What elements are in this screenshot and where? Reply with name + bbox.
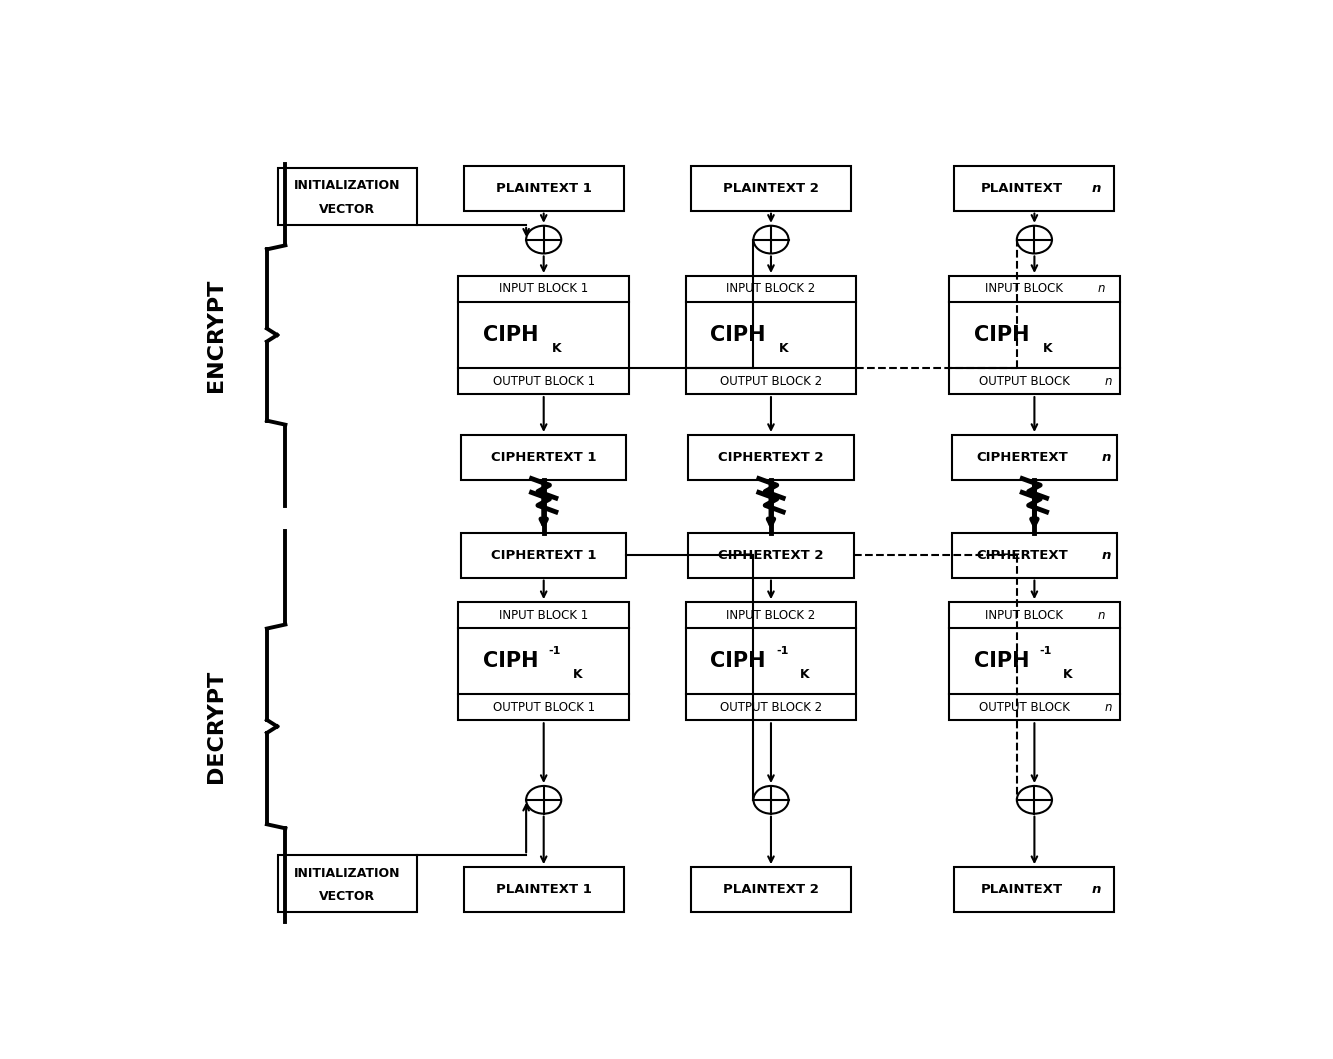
Text: CIPHERTEXT 1: CIPHERTEXT 1 bbox=[491, 451, 596, 464]
Text: CIPH: CIPH bbox=[483, 325, 539, 345]
Bar bbox=[690, 166, 850, 211]
Bar bbox=[685, 276, 856, 394]
Bar bbox=[949, 276, 1120, 394]
Bar bbox=[277, 167, 417, 225]
Text: CIPHERTEXT 2: CIPHERTEXT 2 bbox=[718, 451, 824, 464]
Text: CIPHERTEXT 1: CIPHERTEXT 1 bbox=[491, 549, 596, 561]
Text: n: n bbox=[1092, 883, 1101, 896]
Bar bbox=[954, 166, 1114, 211]
Text: OUTPUT BLOCK: OUTPUT BLOCK bbox=[978, 375, 1069, 388]
Text: ENCRYPT: ENCRYPT bbox=[207, 279, 227, 392]
Text: INPUT BLOCK 2: INPUT BLOCK 2 bbox=[726, 283, 816, 295]
Text: CIPH: CIPH bbox=[710, 325, 765, 345]
Text: n: n bbox=[1102, 549, 1112, 561]
Text: OUTPUT BLOCK 2: OUTPUT BLOCK 2 bbox=[720, 701, 822, 714]
Bar bbox=[461, 435, 627, 480]
Text: CIPH: CIPH bbox=[973, 325, 1029, 345]
Bar bbox=[952, 435, 1117, 480]
Text: -1: -1 bbox=[776, 646, 789, 657]
Text: CIPHERTEXT 2: CIPHERTEXT 2 bbox=[718, 549, 824, 561]
Bar bbox=[688, 435, 853, 480]
Text: PLAINTEXT 1: PLAINTEXT 1 bbox=[496, 883, 592, 896]
Text: CIPHERTEXT: CIPHERTEXT bbox=[976, 451, 1068, 464]
Bar bbox=[464, 166, 624, 211]
Text: PLAINTEXT: PLAINTEXT bbox=[981, 883, 1064, 896]
Bar bbox=[459, 603, 629, 720]
Text: VECTOR: VECTOR bbox=[320, 891, 376, 903]
Text: PLAINTEXT: PLAINTEXT bbox=[981, 182, 1064, 195]
Text: n: n bbox=[1105, 375, 1113, 388]
Text: n: n bbox=[1105, 701, 1113, 714]
Text: n: n bbox=[1092, 182, 1101, 195]
Text: K: K bbox=[552, 342, 561, 355]
Text: n: n bbox=[1102, 451, 1112, 464]
Text: INPUT BLOCK 1: INPUT BLOCK 1 bbox=[499, 283, 588, 295]
Bar bbox=[949, 603, 1120, 720]
Text: OUTPUT BLOCK: OUTPUT BLOCK bbox=[978, 701, 1069, 714]
Text: PLAINTEXT 2: PLAINTEXT 2 bbox=[722, 182, 818, 195]
Bar bbox=[277, 856, 417, 913]
Bar bbox=[954, 867, 1114, 912]
Text: OUTPUT BLOCK 2: OUTPUT BLOCK 2 bbox=[720, 375, 822, 388]
Text: CIPH: CIPH bbox=[483, 651, 539, 671]
Text: CIPHERTEXT: CIPHERTEXT bbox=[976, 549, 1068, 561]
Text: -1: -1 bbox=[549, 646, 561, 657]
Text: n: n bbox=[1098, 609, 1105, 622]
Text: INPUT BLOCK: INPUT BLOCK bbox=[985, 609, 1064, 622]
Text: CIPH: CIPH bbox=[973, 651, 1029, 671]
Text: OUTPUT BLOCK 1: OUTPUT BLOCK 1 bbox=[493, 701, 595, 714]
Text: n: n bbox=[1098, 283, 1105, 295]
Bar bbox=[952, 533, 1117, 577]
Text: INPUT BLOCK 1: INPUT BLOCK 1 bbox=[499, 609, 588, 622]
Text: INITIALIZATION: INITIALIZATION bbox=[295, 179, 401, 193]
Text: K: K bbox=[800, 668, 809, 681]
Bar bbox=[459, 276, 629, 394]
Text: PLAINTEXT 2: PLAINTEXT 2 bbox=[722, 883, 818, 896]
Bar bbox=[688, 533, 853, 577]
Text: PLAINTEXT 1: PLAINTEXT 1 bbox=[496, 182, 592, 195]
Text: INITIALIZATION: INITIALIZATION bbox=[295, 866, 401, 880]
Text: OUTPUT BLOCK 1: OUTPUT BLOCK 1 bbox=[493, 375, 595, 388]
Text: -1: -1 bbox=[1040, 646, 1052, 657]
Text: K: K bbox=[1042, 342, 1052, 355]
Text: K: K bbox=[1064, 668, 1073, 681]
Text: DECRYPT: DECRYPT bbox=[207, 669, 227, 783]
Bar bbox=[461, 533, 627, 577]
Text: VECTOR: VECTOR bbox=[320, 203, 376, 216]
Text: K: K bbox=[573, 668, 583, 681]
Text: K: K bbox=[780, 342, 789, 355]
Bar bbox=[464, 867, 624, 912]
Text: CIPH: CIPH bbox=[710, 651, 765, 671]
Bar bbox=[690, 867, 850, 912]
Bar bbox=[685, 603, 856, 720]
Text: INPUT BLOCK: INPUT BLOCK bbox=[985, 283, 1064, 295]
Text: INPUT BLOCK 2: INPUT BLOCK 2 bbox=[726, 609, 816, 622]
